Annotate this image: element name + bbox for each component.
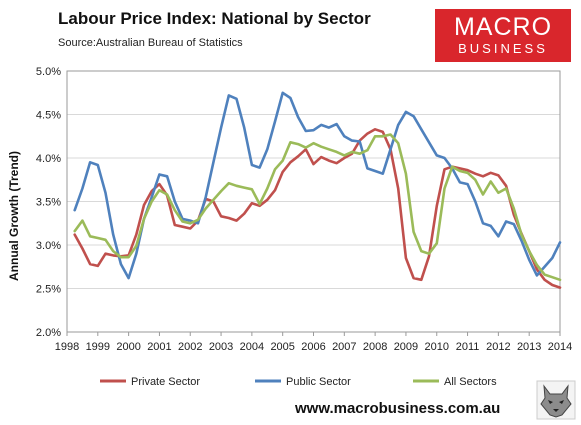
x-tick-label: 2006 <box>301 341 325 353</box>
y-tick-label: 3.5% <box>36 197 61 209</box>
legend-label-private-sector: Private Sector <box>131 376 200 388</box>
y-tick-label: 4.0% <box>36 153 61 165</box>
y-tick-label: 5.0% <box>36 66 61 78</box>
legend-label-public-sector: Public Sector <box>286 376 351 388</box>
logo-line2: BUSINESS <box>458 41 548 56</box>
y-tick-label: 4.5% <box>36 110 61 122</box>
y-tick-label: 3.0% <box>36 240 61 252</box>
x-tick-label: 2003 <box>209 341 233 353</box>
x-tick-label: 2011 <box>456 341 480 353</box>
x-tick-label: 2009 <box>394 341 418 353</box>
x-tick-label: 1998 <box>55 341 79 353</box>
gridlines <box>67 70 560 333</box>
logo-line1: MACRO <box>453 13 553 41</box>
series-line-all-sectors <box>73 133 562 282</box>
x-tick-label: 2001 <box>147 341 171 353</box>
wolf-head-icon <box>536 380 576 420</box>
y-axis-ticks: 2.0% 2.5% 3.0% 3.5% 4.0% 4.5% 5.0% <box>36 66 61 339</box>
x-tick-label: 2013 <box>517 341 541 353</box>
macrobusiness-logo: MACRO BUSINESS <box>435 9 571 62</box>
x-tick-label: 2014 <box>548 341 572 353</box>
website-url: www.macrobusiness.com.au <box>295 400 501 417</box>
chart-title: Labour Price Index: National by Sector <box>58 9 371 28</box>
legend-label-all-sectors: All Sectors <box>444 376 497 388</box>
x-tick-label: 2000 <box>116 341 140 353</box>
y-tick-label: 2.0% <box>36 327 61 339</box>
x-axis-ticks: 1998 1999 2000 2001 2002 2003 2004 2005 2006 2007… <box>55 332 572 353</box>
legend: Private Sector Public Sector All Sectors <box>100 376 497 388</box>
x-tick-label: 2007 <box>332 341 356 353</box>
x-tick-label: 2005 <box>270 341 294 353</box>
y-axis-title: Annual Growth (Trend) <box>7 151 21 281</box>
x-tick-label: 2004 <box>240 341 264 353</box>
x-tick-label: 2002 <box>178 341 202 353</box>
chart-source: Source:Australian Bureau of Statistics <box>58 37 243 49</box>
x-tick-label: 2008 <box>363 341 387 353</box>
series-line-public-sector <box>73 91 562 280</box>
x-tick-label: 1999 <box>86 341 110 353</box>
y-tick-label: 2.5% <box>36 284 61 296</box>
x-tick-label: 2010 <box>425 341 449 353</box>
x-tick-label: 2012 <box>486 341 510 353</box>
series-lines <box>73 91 562 289</box>
